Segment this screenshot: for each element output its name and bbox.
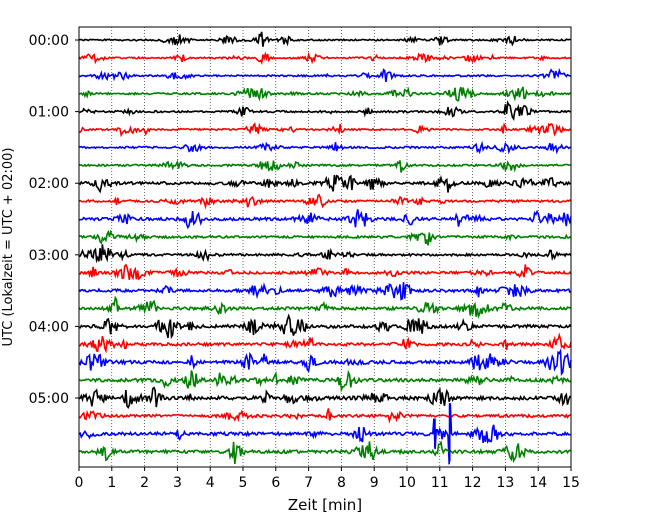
y-tick-label: 04:00 <box>29 319 69 335</box>
seismic-trace <box>78 193 572 210</box>
seismic-trace <box>78 140 572 155</box>
seismic-trace <box>79 440 572 465</box>
seismic-trace <box>78 244 572 264</box>
y-axis-label: UTC (Lokalzeit = UTC + 02:00) <box>1 148 16 347</box>
seismic-trace <box>78 403 571 465</box>
x-tick-label: 7 <box>304 475 313 491</box>
seismic-trace <box>78 51 571 66</box>
seismic-trace <box>78 122 572 138</box>
seismic-trace <box>78 347 572 377</box>
x-tick-label: 14 <box>529 475 547 491</box>
x-tick-label: 11 <box>431 475 449 491</box>
x-tick-label: 15 <box>562 475 580 491</box>
y-tick-label: 03:00 <box>29 248 69 264</box>
x-tick-label: 12 <box>464 475 482 491</box>
x-tick-label: 1 <box>107 475 116 491</box>
x-tick-label: 6 <box>271 475 280 491</box>
seismic-trace <box>78 100 572 121</box>
x-tick-label: 2 <box>140 475 149 491</box>
x-tick-label: 5 <box>239 475 248 491</box>
seismic-trace <box>78 386 572 409</box>
x-tick-label: 8 <box>337 475 346 491</box>
x-tick-label: 13 <box>496 475 514 491</box>
seismic-trace <box>78 174 572 194</box>
seismic-traces <box>78 31 572 465</box>
x-tick-label: 10 <box>398 475 416 491</box>
plot-area-frame <box>78 26 572 468</box>
seismic-trace <box>78 313 572 340</box>
x-axis-ticks: 0 1 2 3 4 5 6 7 8 9 10 11 12 13 14 15 <box>75 467 580 491</box>
x-tick-label: 4 <box>206 475 215 491</box>
seismic-trace <box>79 263 572 281</box>
x-tick-label: 0 <box>75 475 84 491</box>
seismic-trace <box>78 408 572 424</box>
y-axis-ticks: 00:00 01:00 02:00 03:00 04:00 05:00 <box>29 33 79 407</box>
y-tick-label: 01:00 <box>29 105 69 121</box>
seismic-trace <box>78 159 572 173</box>
seismic-trace <box>78 332 572 354</box>
seismic-trace <box>78 209 572 230</box>
y-tick-label: 05:00 <box>29 391 69 407</box>
seismic-trace <box>78 282 572 301</box>
seismic-trace <box>78 31 572 47</box>
y-tick-label: 02:00 <box>29 176 69 192</box>
x-tick-label: 3 <box>173 475 182 491</box>
seismic-trace <box>78 369 572 393</box>
seismic-trace <box>78 86 572 102</box>
seismic-trace <box>78 295 572 319</box>
x-tick-label: 9 <box>370 475 379 491</box>
seismic-trace <box>78 229 572 246</box>
y-tick-label: 00:00 <box>29 33 69 49</box>
seismic-trace <box>78 67 572 83</box>
x-axis-label: Zeit [min] <box>288 496 362 514</box>
